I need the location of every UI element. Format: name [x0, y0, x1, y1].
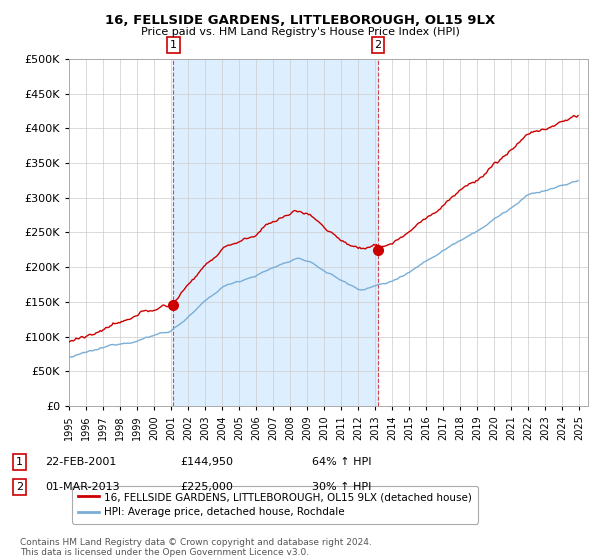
- Legend: 16, FELLSIDE GARDENS, LITTLEBOROUGH, OL15 9LX (detached house), HPI: Average pri: 16, FELLSIDE GARDENS, LITTLEBOROUGH, OL1…: [71, 486, 478, 524]
- Text: 1: 1: [16, 457, 23, 467]
- Text: 2: 2: [374, 40, 382, 50]
- Text: Price paid vs. HM Land Registry's House Price Index (HPI): Price paid vs. HM Land Registry's House …: [140, 27, 460, 37]
- Text: 1: 1: [170, 40, 177, 50]
- Text: 16, FELLSIDE GARDENS, LITTLEBOROUGH, OL15 9LX: 16, FELLSIDE GARDENS, LITTLEBOROUGH, OL1…: [105, 14, 495, 27]
- Text: £144,950: £144,950: [180, 457, 233, 467]
- Text: 01-MAR-2013: 01-MAR-2013: [45, 482, 119, 492]
- Bar: [173, 59, 378, 406]
- Text: 2: 2: [16, 482, 23, 492]
- Text: Contains HM Land Registry data © Crown copyright and database right 2024.
This d: Contains HM Land Registry data © Crown c…: [20, 538, 371, 557]
- Text: 64% ↑ HPI: 64% ↑ HPI: [312, 457, 371, 467]
- Text: 30% ↑ HPI: 30% ↑ HPI: [312, 482, 371, 492]
- Text: 22-FEB-2001: 22-FEB-2001: [45, 457, 116, 467]
- Text: £225,000: £225,000: [180, 482, 233, 492]
